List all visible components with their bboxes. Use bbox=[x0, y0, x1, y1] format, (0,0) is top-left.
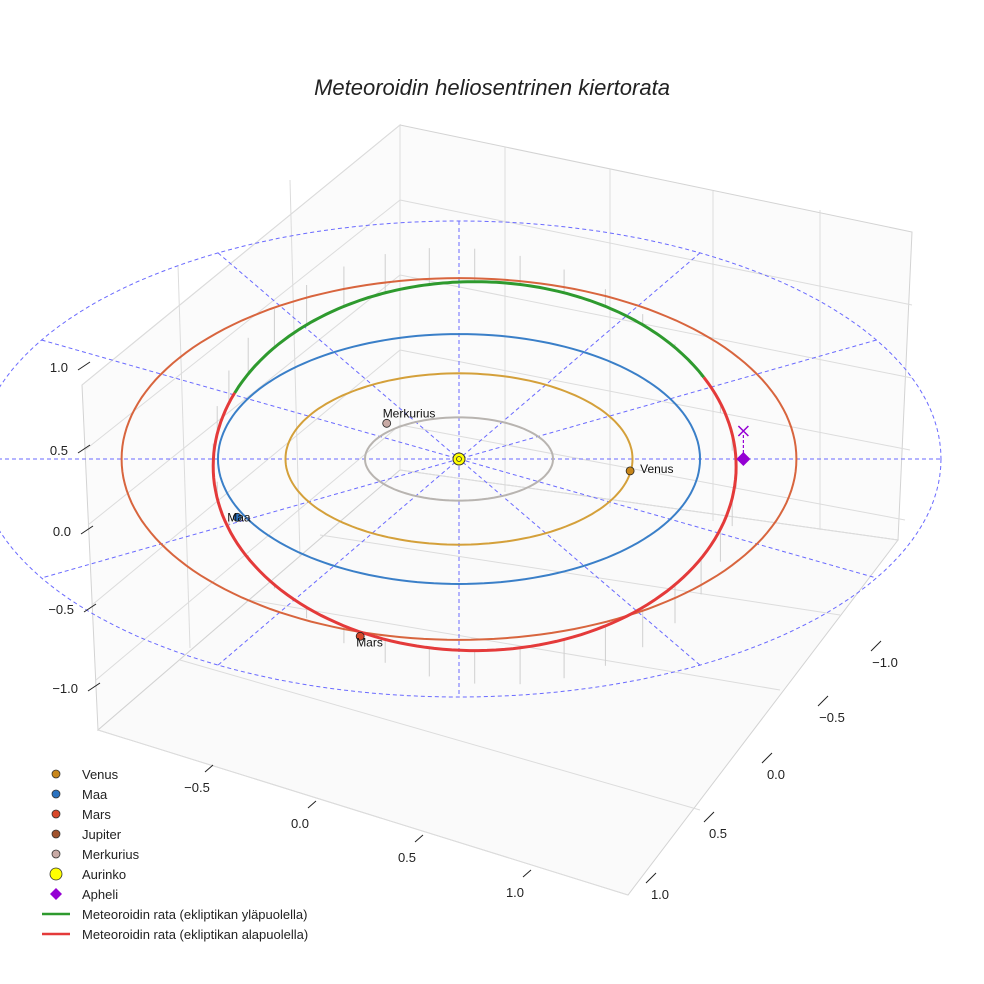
gridline bbox=[84, 199, 401, 451]
legend-item: Maa bbox=[51, 787, 108, 802]
front-tick bbox=[307, 800, 317, 809]
vertical-tick bbox=[77, 444, 91, 454]
meteoroid-height-stems bbox=[212, 248, 737, 685]
body-maa bbox=[232, 512, 242, 522]
orbit-venus bbox=[284, 372, 634, 546]
meteoroid-orbit bbox=[211, 280, 738, 653]
vertical-tick bbox=[83, 603, 97, 613]
gridline bbox=[399, 349, 911, 451]
gridline bbox=[249, 599, 781, 691]
front-tick bbox=[204, 764, 214, 773]
legend-item: Merkurius bbox=[51, 847, 140, 862]
label-venus: Venus bbox=[640, 462, 673, 476]
legend-label: Mars bbox=[82, 807, 111, 822]
side-tick-label: −1.0 bbox=[872, 655, 898, 670]
side-tick bbox=[703, 811, 715, 823]
legend-item: Jupiter bbox=[51, 827, 122, 842]
side-tick bbox=[761, 752, 773, 764]
aphelion-marker bbox=[736, 452, 751, 466]
gridline bbox=[81, 124, 401, 386]
gridline bbox=[179, 659, 701, 811]
legend-label: Aurinko bbox=[82, 867, 126, 882]
legend: Venus Maa Mars Jupiter Merkurius Aurinko Aphel… bbox=[42, 767, 308, 942]
side-tick-label: 0.0 bbox=[767, 767, 785, 782]
legend-circle-swatch bbox=[51, 809, 61, 819]
legend-label: Jupiter bbox=[82, 827, 122, 842]
gridline bbox=[95, 424, 401, 681]
gridline bbox=[87, 274, 401, 526]
legend-item: Meteoroidin rata (ekliptikan alapuolella… bbox=[42, 927, 308, 942]
front-tick bbox=[522, 869, 532, 878]
label-merkurius: Merkurius bbox=[383, 406, 436, 420]
side-tick bbox=[817, 695, 829, 707]
gridline bbox=[399, 199, 913, 306]
legend-circle-swatch bbox=[51, 849, 61, 859]
label-mars: Mars bbox=[356, 635, 383, 649]
vertical-tick-label: 0.0 bbox=[53, 524, 71, 539]
body-mars bbox=[355, 631, 365, 641]
vertical-tick bbox=[80, 525, 94, 535]
front-tick-label: −0.5 bbox=[184, 780, 210, 795]
vertical-tick bbox=[77, 361, 91, 371]
sun-marker bbox=[452, 452, 466, 466]
front-tick bbox=[414, 834, 424, 843]
front-tick-label: 0.0 bbox=[291, 816, 309, 831]
chart-title: Meteoroidin heliosentrinen kiertorata bbox=[314, 75, 670, 100]
legend-diamond-swatch bbox=[50, 888, 62, 900]
front-tick-label: 1.0 bbox=[506, 885, 524, 900]
side-tick-label: −0.5 bbox=[819, 710, 845, 725]
legend-label: Apheli bbox=[82, 887, 118, 902]
legend-label: Maa bbox=[82, 787, 108, 802]
gridline bbox=[399, 274, 913, 379]
gridline bbox=[399, 424, 906, 521]
label-maa: Maa bbox=[227, 510, 251, 524]
vertical-tick-label: −1.0 bbox=[52, 681, 78, 696]
gridline bbox=[319, 534, 841, 616]
legend-circle-swatch bbox=[51, 829, 61, 839]
vertical-tick-label: 1.0 bbox=[50, 360, 68, 375]
side-tick-label: 1.0 bbox=[651, 887, 669, 902]
side-tick bbox=[870, 640, 882, 652]
aphelion-projection-marker bbox=[737, 425, 749, 437]
body-merkurius bbox=[382, 418, 392, 428]
gridline bbox=[97, 729, 629, 896]
meteoroid-orbit-below bbox=[211, 376, 738, 653]
orbit-maa bbox=[216, 333, 702, 586]
orbit-merkurius bbox=[363, 416, 555, 502]
vertical-tick-label: −0.5 bbox=[48, 602, 74, 617]
legend-item: Mars bbox=[51, 807, 111, 822]
legend-label: Venus bbox=[82, 767, 119, 782]
vertical-tick-label: 0.5 bbox=[50, 443, 68, 458]
legend-label: Merkurius bbox=[82, 847, 140, 862]
vertical-tick bbox=[87, 682, 101, 692]
axis-ticks: 1.0 0.5 0.0 −0.5 −1.0 −0.5 0.0 0.5 1.0 −1.0 −0.5 0.… bbox=[48, 360, 898, 902]
legend-item: Aurinko bbox=[49, 867, 126, 882]
legend-item: Apheli bbox=[50, 887, 118, 902]
legend-circle-swatch bbox=[51, 789, 61, 799]
legend-item: Meteoroidin rata (ekliptikan yläpuolella… bbox=[42, 907, 307, 922]
front-tick-label: 0.5 bbox=[398, 850, 416, 865]
gridline bbox=[399, 469, 899, 541]
gridline bbox=[177, 264, 191, 649]
body-venus bbox=[625, 466, 635, 476]
legend-item: Venus bbox=[51, 767, 119, 782]
legend-label: Meteoroidin rata (ekliptikan yläpuolella… bbox=[82, 907, 307, 922]
meteoroid-orbit-above bbox=[233, 280, 705, 394]
sun-core bbox=[456, 456, 462, 462]
legend-label: Meteoroidin rata (ekliptikan alapuolella… bbox=[82, 927, 308, 942]
legend-circle-swatch bbox=[49, 867, 63, 881]
bodies: Venus Maa Mars Merkurius bbox=[227, 406, 751, 649]
legend-circle-swatch bbox=[51, 769, 61, 779]
side-tick bbox=[645, 872, 657, 884]
side-tick-label: 0.5 bbox=[709, 826, 727, 841]
